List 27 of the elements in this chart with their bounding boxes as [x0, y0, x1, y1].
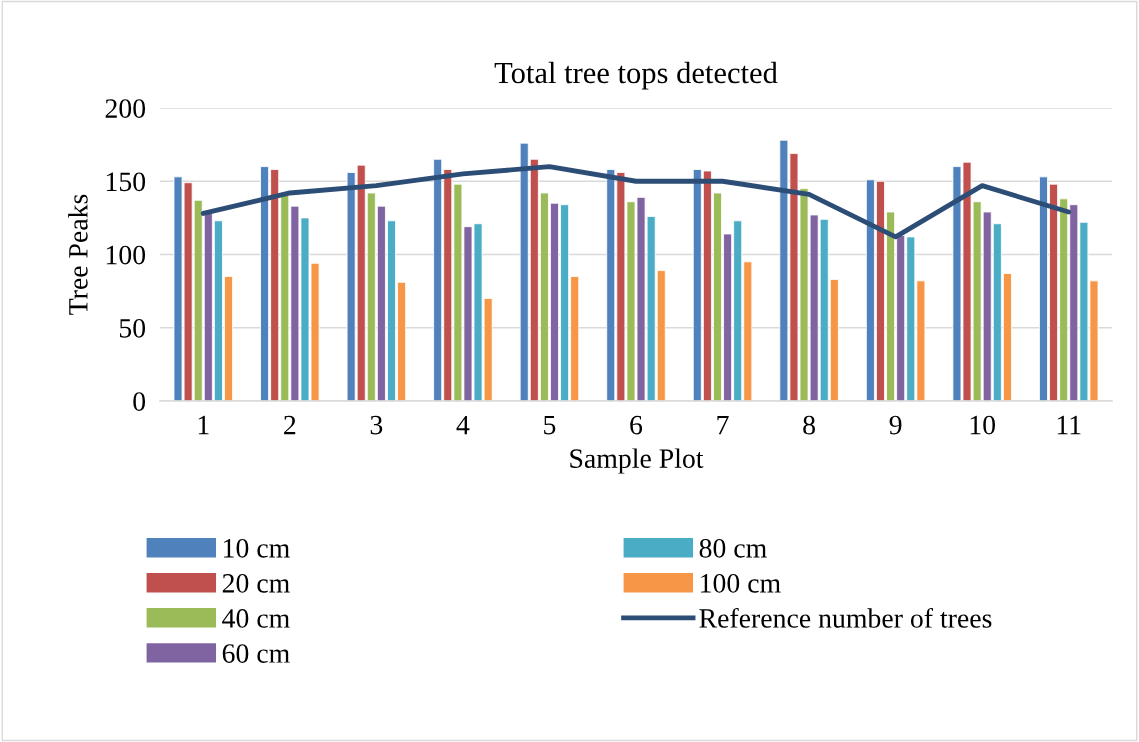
x-tick-label: 5 [544, 415, 556, 435]
y-axis-title: Tree Peaks [68, 194, 88, 315]
x-tick-label: 3 [370, 415, 383, 435]
legend-label: 40 cm [222, 609, 290, 628]
legend-label: 10 cm [224, 538, 290, 558]
x-axis-title: Sample Plot [570, 448, 704, 474]
x-tick-label: 7 [717, 415, 729, 435]
y-tick-label: 150 [106, 172, 146, 192]
x-tick-label: 11 [1057, 415, 1081, 435]
y-tick-label: 0 [133, 392, 146, 411]
legend-label: 20 cm [222, 573, 290, 593]
legend-label: 60 cm [222, 644, 290, 663]
chart-title: Total tree tops detected [494, 61, 778, 90]
y-tick-label: 200 [105, 99, 146, 118]
line-series [200, 164, 1072, 240]
x-tick-label: 2 [284, 415, 296, 435]
legend-label: 80 cm [699, 538, 767, 558]
y-tick-label: 100 [106, 245, 146, 265]
x-tick-label: 9 [889, 415, 902, 435]
x-tick-label: 6 [630, 415, 643, 435]
y-tick-label: 50 [119, 318, 146, 338]
legend-label: 100 cm [701, 573, 781, 593]
x-tick-label: 10 [970, 415, 996, 435]
x-tick-label: 4 [456, 415, 470, 435]
legend-label: Reference number of trees [699, 607, 992, 628]
x-tick-label: 1 [198, 415, 209, 435]
x-tick-label: 8 [803, 415, 815, 435]
